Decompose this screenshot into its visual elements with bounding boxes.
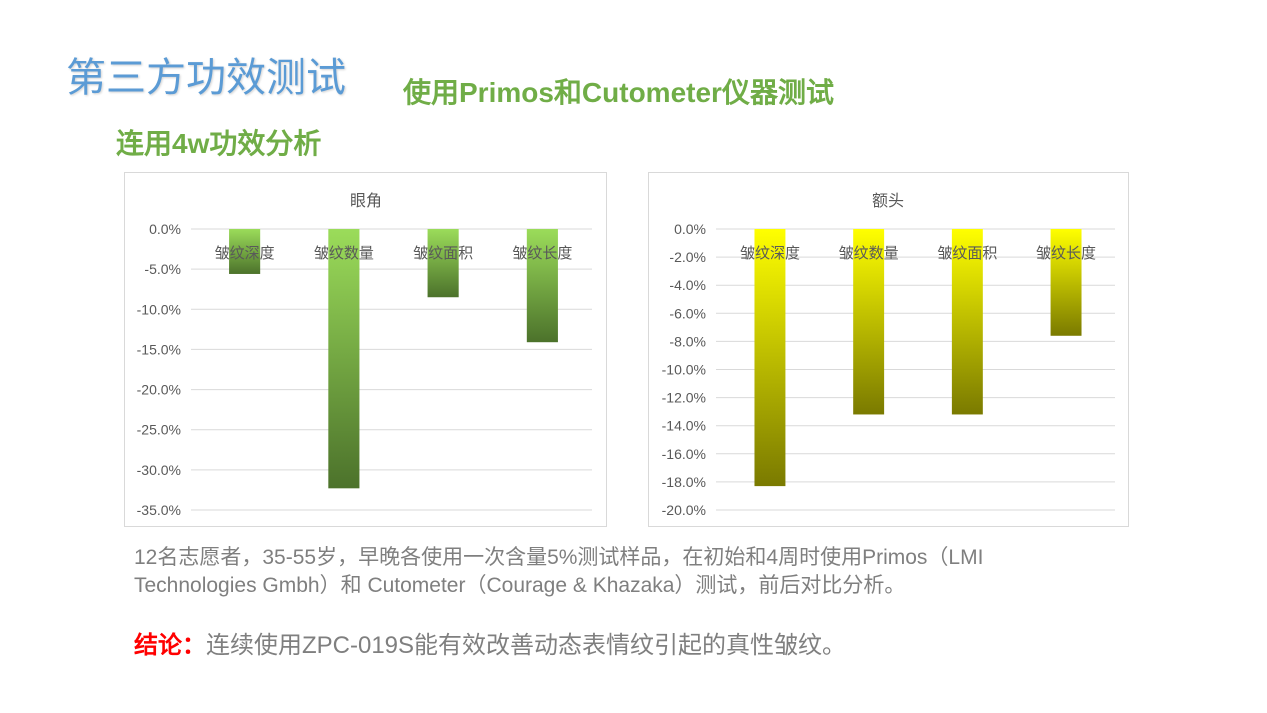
forehead-chart-plot: 额头 0.0% -2.0% -4.0% -6.0% -8.0% -10.0% -12.0% -1… [662, 192, 1115, 518]
forehead-y-tick-label-2: -2.0% [669, 249, 706, 265]
conclusion: 结论：连续使用ZPC-019S能有效改善动态表情纹引起的真性皱纹。 [134, 630, 846, 662]
forehead-category-label-3: 皱纹面积 [937, 245, 997, 262]
slide-title: 第三方功效测试 [66, 56, 346, 100]
eye-corner-category-label-1: 皱纹深度 [215, 245, 275, 262]
eye-corner-y-tick-label-8: -35.0% [137, 502, 181, 518]
eye-corner-category-label-3: 皱纹面积 [413, 245, 473, 262]
conclusion-label: 结论： [134, 632, 206, 659]
eye-corner-chart: 眼角 0.0% -5.0% -10.0% -15.0% -20.0% -25.0% -30.0… [124, 172, 607, 527]
forehead-y-tick-label-11: -20.0% [662, 502, 706, 518]
eye-corner-y-tick-label-3: -10.0% [137, 301, 181, 317]
eye-corner-y-tick-label-1: 0.0% [149, 221, 181, 237]
eye-corner-chart-title: 眼角 [350, 192, 382, 210]
section-heading: 连用4w功效分析 [116, 128, 322, 159]
forehead-y-tick-label-7: -12.0% [662, 390, 706, 406]
forehead-bar-1 [754, 229, 786, 487]
forehead-y-tick-label-1: 0.0% [674, 221, 706, 237]
forehead-chart-title: 额头 [872, 192, 904, 210]
forehead-y-tick-label-9: -16.0% [662, 446, 706, 462]
forehead-y-tick-label-3: -4.0% [669, 277, 706, 293]
forehead-bar-3 [951, 229, 983, 415]
eye-corner-bar-1 [229, 229, 261, 274]
forehead-chart: 额头 0.0% -2.0% -4.0% -6.0% -8.0% -10.0% -12.0% -1… [648, 172, 1129, 527]
eye-corner-chart-plot: 眼角 0.0% -5.0% -10.0% -15.0% -20.0% -25.0% -30.0… [137, 192, 592, 518]
forehead-y-tick-label-8: -14.0% [662, 418, 706, 434]
description-line-2: Technologies Gmbh）和 Cutometer（Courage & … [134, 574, 906, 597]
slide-subtitle: 使用Primos和Cutometer仪器测试 [403, 77, 834, 108]
eye-corner-bar-3 [427, 229, 459, 298]
study-description: 12名志愿者，35-55岁，早晚各使用一次含量5%测试样品，在初始和4周时使用P… [134, 544, 983, 600]
forehead-category-label-2: 皱纹数量 [839, 245, 899, 262]
forehead-bar-4 [1050, 229, 1082, 336]
eye-corner-y-tick-label-7: -30.0% [137, 462, 181, 478]
description-line-1: 12名志愿者，35-55岁，早晚各使用一次含量5%测试样品，在初始和4周时使用P… [134, 546, 984, 569]
conclusion-text: 连续使用ZPC-019S能有效改善动态表情纹引起的真性皱纹。 [206, 632, 847, 659]
eye-corner-y-tick-label-5: -20.0% [137, 382, 181, 398]
forehead-category-label-4: 皱纹长度 [1036, 245, 1096, 262]
forehead-bar-2 [853, 229, 885, 415]
forehead-y-tick-label-6: -10.0% [662, 362, 706, 378]
eye-corner-y-tick-label-6: -25.0% [137, 422, 181, 438]
eye-corner-bar-4 [526, 229, 558, 343]
forehead-y-tick-label-10: -18.0% [662, 474, 706, 490]
eye-corner-y-tick-label-4: -15.0% [137, 341, 181, 357]
forehead-y-tick-label-5: -8.0% [669, 333, 706, 349]
eye-corner-bar-2 [328, 229, 360, 489]
forehead-category-label-1: 皱纹深度 [740, 245, 800, 262]
eye-corner-category-label-2: 皱纹数量 [314, 245, 374, 262]
eye-corner-y-tick-label-2: -5.0% [144, 261, 181, 277]
eye-corner-category-label-4: 皱纹长度 [512, 245, 572, 262]
forehead-y-tick-label-4: -6.0% [669, 305, 706, 321]
